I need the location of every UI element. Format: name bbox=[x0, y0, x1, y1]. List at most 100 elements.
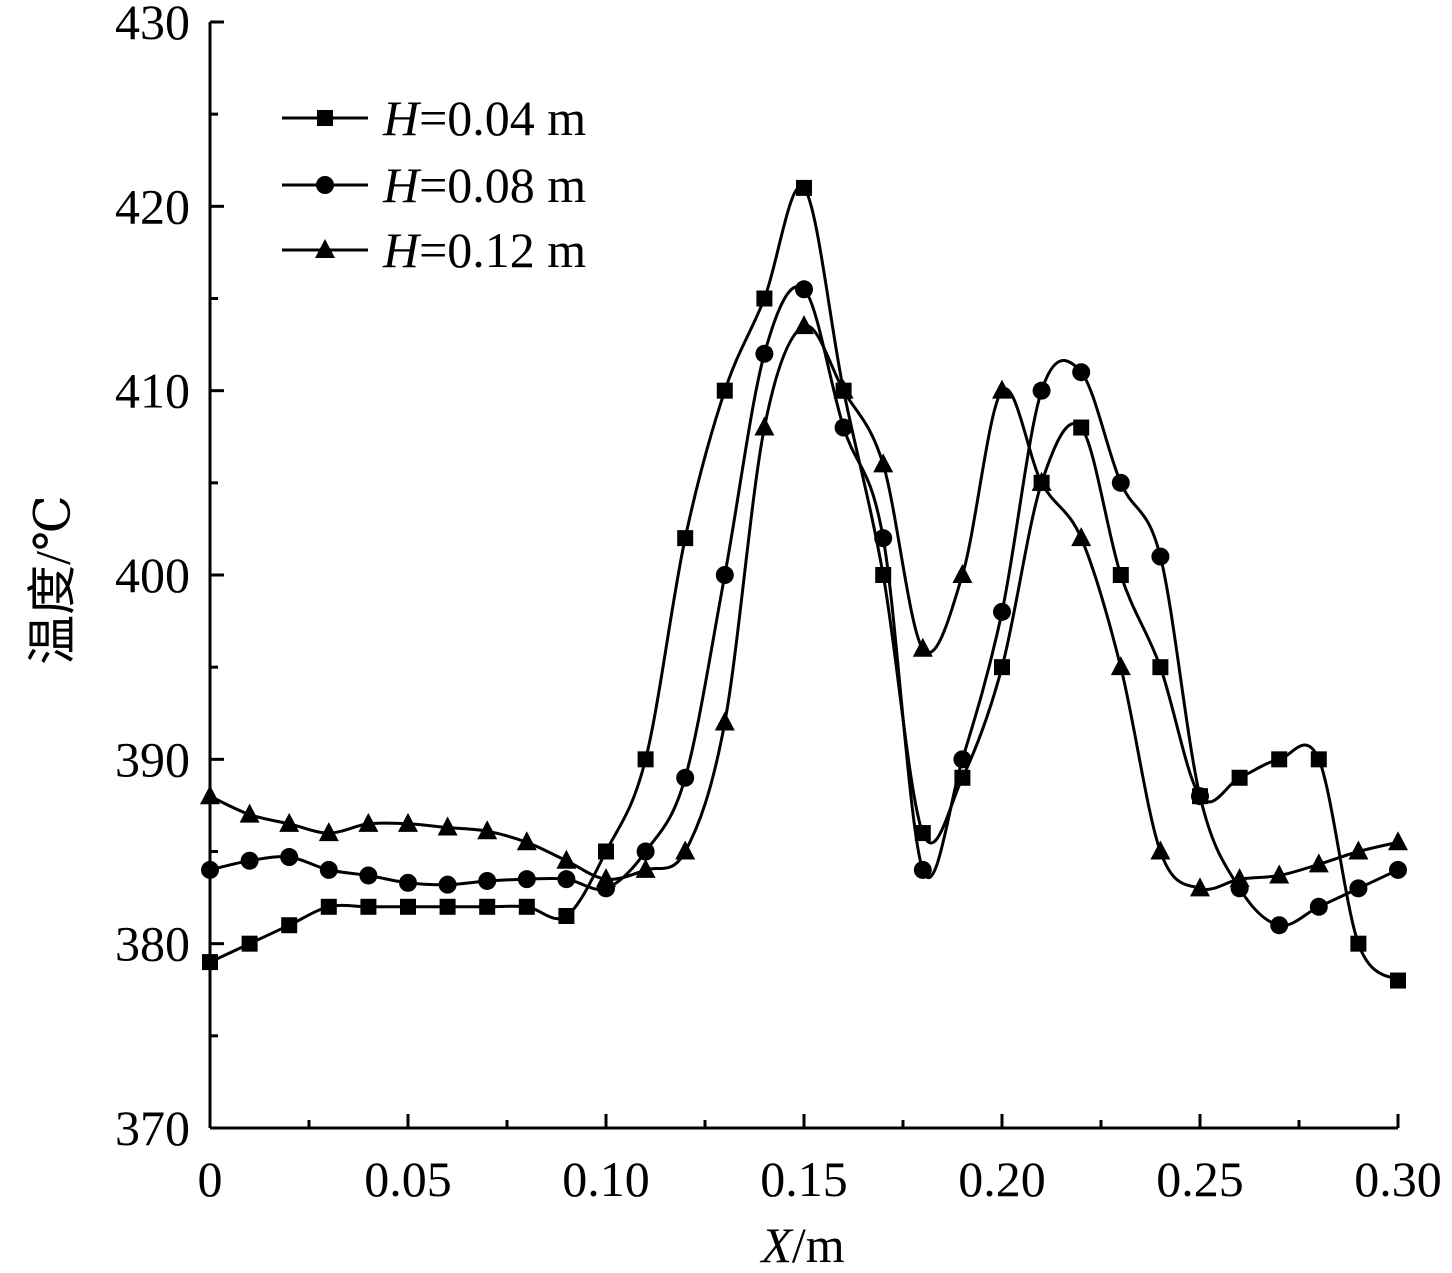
circle-marker bbox=[517, 870, 536, 889]
x-tick-label: 0.20 bbox=[958, 1151, 1046, 1207]
circle-marker bbox=[874, 529, 893, 548]
y-tick-label: 380 bbox=[115, 916, 190, 972]
x-axis-title-var: X bbox=[759, 1217, 794, 1273]
legend-label-value: =0.08 m bbox=[419, 157, 586, 213]
square-marker bbox=[1310, 751, 1327, 768]
circle-marker bbox=[1349, 879, 1368, 898]
legend-item-3: H=0.12 m bbox=[282, 222, 586, 278]
triangle-marker bbox=[1110, 656, 1131, 676]
square-marker bbox=[914, 825, 931, 842]
series-line bbox=[209, 324, 1399, 891]
circle-marker bbox=[676, 768, 695, 787]
square-marker bbox=[1073, 419, 1090, 436]
y-axis-title: 温度/℃ bbox=[24, 495, 80, 665]
square-marker bbox=[756, 290, 773, 307]
x-axis-title: X/m bbox=[759, 1217, 844, 1273]
triangle-marker bbox=[1348, 840, 1369, 860]
x-tick-label: 0.10 bbox=[562, 1151, 650, 1207]
triangle-marker bbox=[992, 379, 1012, 399]
x-axis-title-unit: /m bbox=[792, 1217, 845, 1273]
square-marker bbox=[1152, 659, 1169, 676]
legend-label-value: =0.12 m bbox=[419, 222, 586, 278]
circle-marker bbox=[1309, 897, 1328, 916]
triangle-marker bbox=[358, 812, 379, 832]
circle-marker bbox=[438, 875, 457, 894]
circle-marker bbox=[319, 860, 338, 879]
legend-label: H=0.08 m bbox=[382, 157, 586, 213]
triangle-marker bbox=[398, 812, 418, 832]
circle-marker bbox=[953, 750, 972, 769]
legend-label: H=0.04 m bbox=[382, 90, 586, 146]
x-tick-label: 0.05 bbox=[364, 1151, 452, 1207]
triangle-marker bbox=[1190, 877, 1210, 897]
x-tick-label: 0 bbox=[198, 1151, 223, 1207]
triangle-marker bbox=[556, 849, 577, 869]
y-tick-label: 400 bbox=[115, 547, 190, 603]
circle-marker bbox=[478, 871, 497, 890]
circle-marker bbox=[1389, 860, 1407, 879]
triangle-marker bbox=[635, 858, 656, 878]
legend-label-var: H bbox=[382, 222, 422, 278]
square-marker bbox=[994, 659, 1010, 676]
legend-item-1: H=0.04 m bbox=[282, 90, 586, 146]
triangle-marker bbox=[1388, 831, 1408, 851]
square-marker bbox=[637, 751, 654, 768]
circle-marker bbox=[913, 860, 932, 879]
triangle-marker bbox=[1071, 527, 1092, 547]
triangle-marker bbox=[833, 379, 854, 399]
square-marker bbox=[716, 382, 733, 399]
series-3 bbox=[200, 315, 1408, 897]
square-marker bbox=[558, 908, 575, 925]
triangle-marker bbox=[1269, 864, 1290, 884]
square-marker bbox=[360, 898, 377, 915]
triangle-marker bbox=[279, 812, 300, 832]
triangle-marker bbox=[318, 822, 339, 842]
legend-item-2: H=0.08 m bbox=[282, 157, 586, 213]
circle-marker bbox=[280, 848, 299, 867]
square-marker bbox=[281, 917, 298, 934]
triangle-marker bbox=[754, 416, 775, 436]
triangle-marker bbox=[1229, 868, 1250, 888]
x-tick-label: 0.30 bbox=[1354, 1151, 1442, 1207]
legend-label-value: =0.04 m bbox=[419, 90, 586, 146]
triangle-marker bbox=[516, 831, 537, 851]
y-tick-label: 420 bbox=[115, 178, 190, 234]
triangle-marker bbox=[437, 816, 458, 836]
triangle-marker bbox=[714, 711, 735, 731]
triangle-marker bbox=[1031, 471, 1052, 491]
series-2 bbox=[201, 280, 1407, 935]
circle-marker bbox=[1270, 916, 1289, 935]
square-marker bbox=[1350, 935, 1367, 952]
square-marker bbox=[518, 898, 535, 915]
square-marker bbox=[479, 898, 496, 915]
square-marker bbox=[598, 843, 614, 860]
triangle-marker bbox=[1150, 840, 1171, 860]
circle-marker bbox=[399, 873, 417, 892]
circle-marker bbox=[240, 851, 259, 870]
legend-label-var: H bbox=[382, 157, 422, 213]
legend-circle-marker bbox=[316, 176, 334, 194]
legend-triangle-marker bbox=[315, 239, 335, 258]
circle-marker bbox=[1032, 381, 1051, 400]
triangle-marker bbox=[200, 785, 220, 805]
circle-marker bbox=[1191, 787, 1209, 806]
legend: H=0.04 mH=0.08 mH=0.12 m bbox=[282, 90, 586, 278]
circle-marker bbox=[1111, 473, 1130, 492]
square-marker bbox=[202, 954, 218, 971]
circle-marker bbox=[993, 602, 1011, 621]
square-marker bbox=[1390, 972, 1406, 989]
triangle-marker bbox=[794, 315, 814, 335]
triangle-marker bbox=[477, 820, 498, 840]
circle-marker bbox=[201, 860, 219, 879]
y-tick-label: 430 bbox=[115, 0, 190, 50]
x-tick-label: 0.25 bbox=[1156, 1151, 1244, 1207]
square-marker bbox=[400, 898, 416, 915]
square-marker bbox=[1271, 751, 1288, 768]
circle-marker bbox=[755, 344, 774, 363]
square-marker bbox=[1112, 567, 1129, 583]
circle-marker bbox=[795, 280, 813, 299]
series-line bbox=[209, 184, 1400, 982]
triangle-marker bbox=[239, 803, 260, 823]
circle-marker bbox=[1072, 363, 1091, 382]
